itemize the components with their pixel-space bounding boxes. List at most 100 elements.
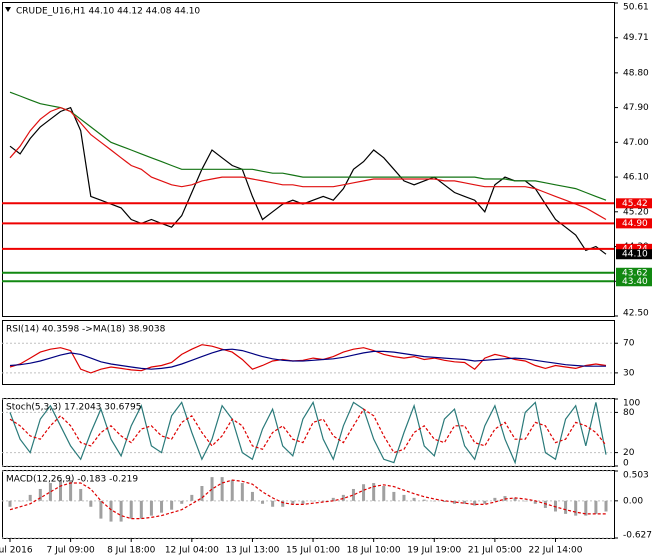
histogram-bar <box>523 500 527 502</box>
level-tag <box>616 243 652 254</box>
histogram-bar <box>149 500 153 516</box>
histogram-bar <box>311 500 315 502</box>
y-tick-label: 70 <box>623 339 635 349</box>
histogram-bar <box>18 500 22 502</box>
histogram-bar <box>230 480 234 501</box>
series-line <box>9 400 607 465</box>
level-label: 45.42 <box>622 199 648 209</box>
histogram-bar <box>594 500 598 514</box>
histogram-bar <box>38 488 42 501</box>
histogram-bar <box>261 500 265 504</box>
y-tick-label: 0 <box>623 459 629 469</box>
current-price-tag <box>616 249 652 260</box>
level-tag <box>616 276 652 287</box>
panel-icon <box>5 7 11 12</box>
histogram-bar <box>190 494 194 501</box>
histogram-bar <box>513 497 517 501</box>
series-line <box>9 91 607 201</box>
histogram-bar <box>119 500 123 522</box>
histogram-bar <box>483 500 487 504</box>
y-tick-label: 42.50 <box>623 309 649 319</box>
y-tick-label: 30 <box>623 368 635 378</box>
x-tick-label: 18 Jul 10:00 <box>347 546 401 556</box>
histogram-bar <box>200 486 204 501</box>
histogram-bar <box>240 483 244 501</box>
x-tick-label: 13 Jul 13:00 <box>225 546 279 556</box>
level-label: 44.90 <box>622 219 648 229</box>
y-tick-label: 45.20 <box>623 207 649 217</box>
series-line <box>9 344 607 374</box>
histogram-bar <box>553 500 557 512</box>
macd-panel <box>2 470 615 539</box>
series-line <box>9 408 607 454</box>
histogram-bar <box>89 500 93 507</box>
histogram-bar <box>331 497 335 501</box>
histogram-bar <box>180 500 184 504</box>
histogram-bar <box>452 500 456 504</box>
histogram-bar <box>59 480 63 501</box>
panel-title: CRUDE_U16,H1 44.10 44.12 44.08 44.10 <box>16 7 200 17</box>
histogram-bar <box>321 500 325 502</box>
histogram-bar <box>99 500 103 519</box>
x-tick-label: 15 Jul 01:00 <box>286 546 340 556</box>
stoch-panel <box>2 398 615 467</box>
x-tick-label: 8 Jul 18:00 <box>107 546 156 556</box>
histogram-bar <box>432 500 436 502</box>
histogram-bar <box>584 500 588 516</box>
x-tick-label: 21 Jul 05:00 <box>468 546 522 556</box>
histogram-bar <box>220 477 224 501</box>
histogram-bar <box>341 494 345 501</box>
level-label: 43.62 <box>622 268 648 278</box>
histogram-bar <box>604 500 608 512</box>
histogram-bar <box>109 500 113 522</box>
y-tick-label: 49.71 <box>623 33 649 43</box>
level-label: 43.40 <box>622 277 648 287</box>
histogram-bar <box>160 500 164 513</box>
y-tick-label: 0.00 <box>623 496 643 506</box>
histogram-bar <box>28 494 32 501</box>
histogram-bar <box>79 488 83 501</box>
histogram-bar <box>382 486 386 501</box>
x-tick-label: 19 Jul 19:00 <box>407 546 461 556</box>
histogram-bar <box>210 477 214 501</box>
histogram-bar <box>139 500 143 519</box>
histogram-bar <box>291 500 295 504</box>
histogram-bar <box>392 491 396 501</box>
y-tick-label: 50.61 <box>623 3 649 13</box>
histogram-bar <box>129 500 133 519</box>
y-tick-label: -0.627 <box>623 531 652 541</box>
histogram-bar <box>564 500 568 514</box>
rsi-panel <box>2 320 615 385</box>
histogram-bar <box>351 488 355 501</box>
y-tick-label: 46.10 <box>623 173 649 183</box>
panel-title: MACD(12,26,9) -0.183 -0.219 <box>6 475 138 485</box>
y-tick-label: 0.503 <box>623 471 649 481</box>
histogram-bar <box>463 500 467 504</box>
histogram-bar <box>574 500 578 516</box>
level-tag <box>616 267 652 278</box>
y-tick-label: 100 <box>623 399 640 409</box>
histogram-bar <box>362 484 366 501</box>
y-tick-label: 47.90 <box>623 103 649 113</box>
histogram-bar <box>48 483 52 501</box>
y-tick-label: 48.80 <box>623 68 649 78</box>
x-tick-label: 7 Jul 09:00 <box>46 546 95 556</box>
series-line <box>9 479 606 520</box>
histogram-bar <box>69 480 73 501</box>
x-tick-label: 22 Jul 14:00 <box>528 546 582 556</box>
panel-title: RSI(14) 40.3598 ->MA(18) 38.9038 <box>6 325 166 335</box>
y-tick-label: 20 <box>623 448 635 458</box>
y-tick-label: 47.00 <box>623 138 649 148</box>
level-tag <box>616 198 652 209</box>
x-tick-label: 12 Jul 04:00 <box>165 546 219 556</box>
series-line <box>9 106 607 221</box>
histogram-bar <box>170 500 174 510</box>
histogram-bar <box>473 500 477 506</box>
x-tick-label: 5 Jul 2016 <box>0 546 33 556</box>
current-price-label: 44.10 <box>622 250 648 260</box>
y-tick-label: 80 <box>623 408 635 418</box>
series-line <box>9 348 606 370</box>
histogram-bar <box>271 500 275 507</box>
histogram-bar <box>8 500 12 507</box>
